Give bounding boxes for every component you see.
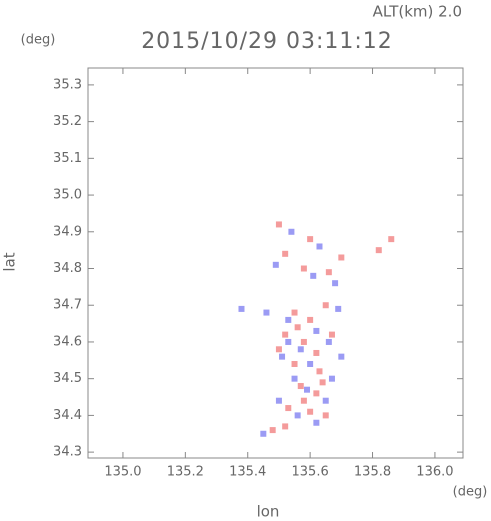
y-tick-label: 34.5: [53, 371, 82, 386]
radar-cell: [297, 383, 304, 390]
radar-cell: [319, 379, 326, 386]
plot-frame: [87, 67, 464, 459]
x-tick-label: 135.8: [354, 465, 391, 480]
radar-cell: [335, 305, 342, 312]
y-tick-label: 34.6: [53, 334, 82, 349]
radar-cell: [325, 338, 332, 345]
y-tick-label: 34.8: [53, 261, 82, 276]
radar-cell: [282, 250, 289, 257]
radar-cell: [291, 360, 298, 367]
radar-cell: [307, 236, 314, 243]
radar-cell: [300, 338, 307, 345]
radar-cell: [275, 397, 282, 404]
x-tick-label: 135.6: [292, 465, 329, 480]
radar-cell: [263, 309, 270, 316]
radar-cell: [275, 346, 282, 353]
radar-cell: [288, 228, 295, 235]
radar-cell: [291, 309, 298, 316]
y-tick-label: 35.3: [53, 77, 82, 92]
y-tick-label: 34.4: [53, 408, 82, 423]
radar-cell: [285, 405, 292, 412]
y-tick-label: 35.2: [53, 114, 82, 129]
x-tick-label: 135.2: [167, 465, 204, 480]
x-axis-label: lon: [257, 503, 280, 521]
x-tick-label: 135.0: [104, 465, 141, 480]
radar-cell: [291, 375, 298, 382]
x-tick-label: 135.4: [229, 465, 266, 480]
radar-cell: [307, 360, 314, 367]
radar-cell: [313, 349, 320, 356]
radar-cell: [307, 408, 314, 415]
x-unit: (deg): [453, 485, 488, 500]
radar-cell: [285, 316, 292, 323]
y-unit: (deg): [21, 33, 56, 48]
radar-cell: [310, 272, 317, 279]
radar-cell: [388, 236, 395, 243]
altitude-label: ALT(km) 2.0: [373, 3, 462, 21]
radar-cell: [282, 331, 289, 338]
radar-cell: [332, 280, 339, 287]
chart-title: 2015/10/29 03:11:12: [141, 29, 393, 54]
radar-cell: [322, 302, 329, 309]
y-tick-label: 34.7: [53, 298, 82, 313]
radar-cell: [313, 390, 320, 397]
radar-cell: [285, 338, 292, 345]
radar-cell: [338, 353, 345, 360]
y-tick-label: 35.0: [53, 188, 82, 203]
radar-cell: [282, 423, 289, 430]
radar-cell: [300, 265, 307, 272]
radar-cell: [322, 397, 329, 404]
radar-cell: [375, 247, 382, 254]
radar-cell: [316, 243, 323, 250]
radar-cell: [300, 397, 307, 404]
radar-cell: [338, 254, 345, 261]
radar-cell: [238, 305, 245, 312]
radar-cell: [294, 324, 301, 331]
y-tick-label: 35.1: [53, 151, 82, 166]
radar-cell: [328, 375, 335, 382]
radar-cell: [279, 353, 286, 360]
radar-cell: [316, 368, 323, 375]
radar-cell: [304, 386, 311, 393]
radar-cell: [328, 331, 335, 338]
radar-cell: [313, 419, 320, 426]
radar-cell: [325, 269, 332, 276]
y-tick-label: 34.3: [53, 445, 82, 460]
radar-cell: [307, 316, 314, 323]
radar-cell: [272, 261, 279, 268]
y-tick-label: 34.9: [53, 224, 82, 239]
y-axis-label: lat: [1, 252, 19, 271]
radar-cell: [322, 412, 329, 419]
radar-cell: [297, 346, 304, 353]
radar-cell: [260, 430, 267, 437]
radar-cell: [269, 427, 276, 434]
radar-cell: [313, 327, 320, 334]
x-tick-label: 136.0: [416, 465, 453, 480]
radar-cell: [275, 221, 282, 228]
radar-cell: [294, 412, 301, 419]
